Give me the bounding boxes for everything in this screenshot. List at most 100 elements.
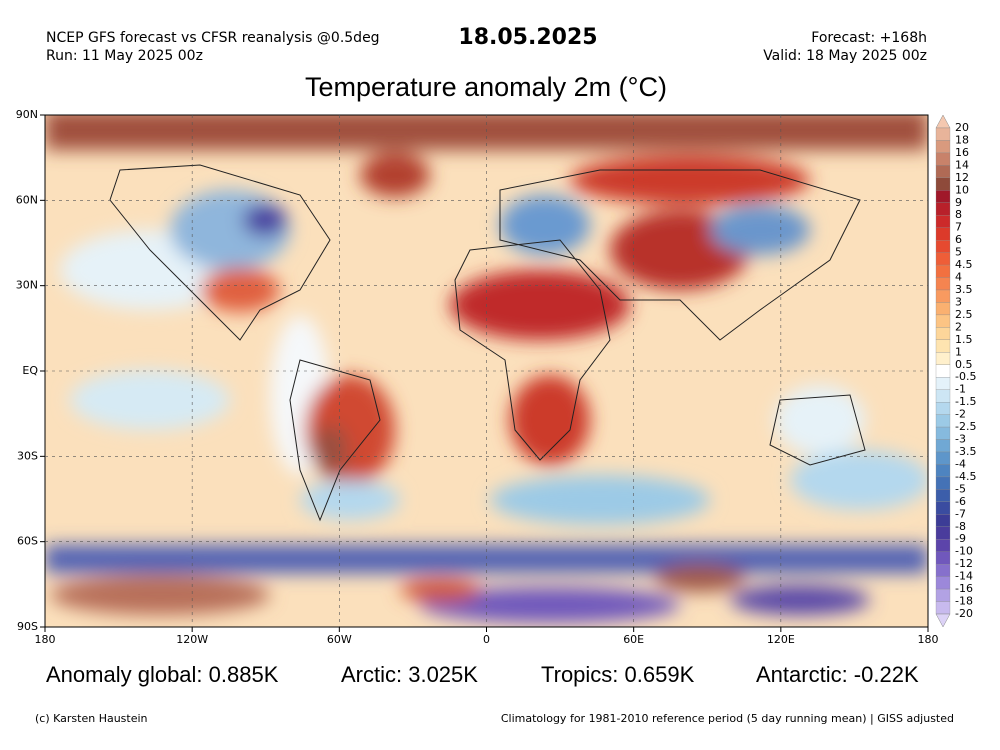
colorbar-label: 2.5: [955, 308, 973, 321]
colorbar-swatch: [935, 514, 951, 527]
colorbar-label: -5: [955, 482, 966, 495]
colorbar-label: 1.5: [955, 333, 973, 346]
colorbar-label: 8: [955, 208, 962, 221]
colorbar-label: 4.5: [955, 258, 973, 271]
colorbar-swatch: [935, 302, 951, 316]
colorbar-label: -2: [955, 408, 966, 421]
colorbar-label: 12: [955, 171, 969, 184]
colorbar-swatch: [935, 539, 951, 552]
lon-label: 0: [483, 633, 490, 646]
colorbar-label: -8: [955, 520, 966, 533]
forecast-text: Forecast: +168h: [811, 30, 927, 46]
colorbar-swatch: [935, 352, 951, 365]
colorbar-label: 7: [955, 221, 962, 234]
colorbar-label: 0.5: [955, 358, 973, 371]
colorbar-label: -3.5: [955, 445, 976, 458]
colorbar-label: -7: [955, 507, 966, 520]
colorbar-swatch: [935, 240, 951, 253]
valid-text: Valid: 18 May 2025 00z: [763, 48, 927, 64]
colorbar-label: 9: [955, 196, 962, 209]
colorbar-swatch: [935, 601, 951, 615]
colorbar-label: -10: [955, 545, 973, 558]
colorbar-swatch: [935, 588, 951, 602]
colorbar-swatch: [935, 327, 951, 340]
colorbar-label: -9: [955, 532, 966, 545]
colorbar-label: 2: [955, 320, 962, 333]
lat-label: 30N: [16, 279, 38, 292]
source-text: NCEP GFS forecast vs CFSR reanalysis @0.…: [46, 30, 380, 46]
colorbar-label: 10: [955, 183, 969, 196]
colorbar-label: 5: [955, 246, 962, 259]
credit: (c) Karsten Haustein: [35, 712, 148, 725]
colorbar-label: -0.5: [955, 370, 976, 383]
lon-label: 180: [35, 633, 56, 646]
colorbar-swatch: [935, 127, 951, 141]
lat-label: 60N: [16, 193, 38, 206]
colorbar-swatch: [935, 414, 951, 428]
lat-label: 90S: [17, 620, 38, 633]
colorbar-label: 3: [955, 295, 962, 308]
colorbar-label: -2.5: [955, 420, 976, 433]
colorbar-swatch: [935, 389, 951, 403]
colorbar-label: -16: [955, 582, 973, 595]
colorbar-label: -4.5: [955, 470, 976, 483]
colorbar-label: 20: [955, 121, 969, 134]
lon-label: 180: [918, 633, 939, 646]
colorbar-label: -18: [955, 595, 973, 608]
colorbar-swatch: [935, 264, 951, 278]
colorbar-label: -3: [955, 433, 966, 446]
colorbar-swatch: [935, 165, 951, 178]
lon-label: 120E: [767, 633, 795, 646]
colorbar-label: -6: [955, 495, 966, 508]
colorbar-label: -12: [955, 557, 973, 570]
stat-arctic: Arctic: 3.025K: [341, 662, 478, 687]
colorbar-swatch: [935, 501, 951, 515]
colorbar-label: -1.5: [955, 395, 976, 408]
stat-antarctic: Antarctic: -0.22K: [756, 662, 919, 687]
colorbar-label: 18: [955, 133, 969, 146]
colorbar-swatch: [935, 277, 951, 291]
colorbar-end: [935, 114, 951, 129]
colorbar-swatch: [935, 140, 951, 154]
colorbar-label: -14: [955, 570, 973, 583]
colorbar-swatch: [935, 426, 951, 440]
colorbar-swatch: [935, 526, 951, 540]
footer-note: Climatology for 1981-2010 reference peri…: [501, 712, 954, 725]
colorbar-swatch: [935, 202, 951, 216]
lat-label: 90N: [16, 108, 38, 121]
date-text: 18.05.2025: [458, 25, 597, 50]
colorbar-label: 3.5: [955, 283, 973, 296]
colorbar-label: -1: [955, 383, 966, 396]
colorbar-swatch: [935, 439, 951, 453]
colorbar-swatch: [935, 402, 951, 415]
colorbar-label: -20: [955, 607, 973, 620]
colorbar-swatch: [935, 451, 951, 465]
colorbar-swatch: [935, 227, 951, 241]
colorbar-label: -4: [955, 457, 966, 470]
colorbar-label: 4: [955, 271, 962, 284]
map-title: Temperature anomaly 2m (°C): [305, 72, 667, 102]
colorbar-swatch: [935, 289, 951, 303]
lat-label: 30S: [17, 449, 38, 462]
colorbar-swatch: [935, 377, 951, 390]
colorbar-swatch: [935, 215, 951, 228]
colorbar-swatch: [935, 476, 951, 490]
colorbar-swatch: [935, 551, 951, 565]
lon-label: 60W: [327, 633, 352, 646]
colorbar-swatch: [935, 339, 951, 353]
colorbar-swatch: [935, 190, 951, 203]
colorbar-swatch: [935, 464, 951, 478]
colorbar-swatch: [935, 314, 951, 328]
colorbar-swatch: [935, 489, 951, 502]
colorbar-swatch: [935, 152, 951, 166]
lat-label: 60S: [17, 535, 38, 548]
run-text: Run: 11 May 2025 00z: [46, 48, 203, 64]
colorbar-label: 14: [955, 158, 969, 171]
lon-label: 120W: [176, 633, 208, 646]
stat-tropics: Tropics: 0.659K: [541, 662, 695, 687]
lat-label: EQ: [22, 364, 38, 377]
map-field: [45, 115, 928, 627]
lon-label: 60E: [623, 633, 644, 646]
colorbar-swatch: [935, 564, 951, 577]
